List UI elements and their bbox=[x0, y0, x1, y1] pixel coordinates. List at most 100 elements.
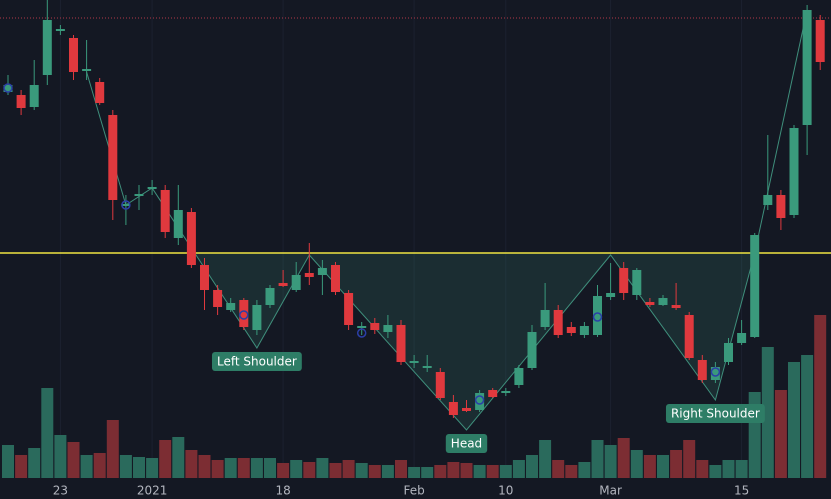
signal-marker bbox=[239, 310, 249, 320]
candle-body bbox=[606, 293, 616, 297]
candle-body bbox=[448, 402, 458, 415]
volume-bar bbox=[185, 450, 198, 478]
candle-body bbox=[69, 38, 78, 72]
candle-body bbox=[147, 187, 157, 189]
volume-bar bbox=[342, 460, 355, 478]
volume-bar bbox=[224, 458, 237, 478]
candle-body bbox=[383, 325, 393, 332]
label-text: Left Shoulder bbox=[217, 355, 297, 369]
candle-body bbox=[593, 296, 602, 335]
candle-body bbox=[200, 265, 209, 290]
candle-body bbox=[710, 367, 720, 380]
candle-body bbox=[396, 325, 406, 362]
volume-bar bbox=[93, 453, 106, 478]
candle-body bbox=[29, 85, 39, 107]
volume-bar bbox=[735, 460, 748, 478]
volume-bar bbox=[486, 465, 499, 478]
candle-body bbox=[789, 128, 799, 215]
candle-body bbox=[540, 310, 550, 327]
candle-body bbox=[42, 20, 52, 75]
candle-body bbox=[16, 95, 26, 108]
volume-bar bbox=[473, 465, 486, 478]
candle-body bbox=[331, 265, 340, 292]
candle-body bbox=[186, 212, 196, 265]
volume-bar bbox=[264, 458, 276, 478]
candle-body bbox=[317, 268, 327, 275]
signal-marker bbox=[474, 395, 485, 405]
candles bbox=[3, 0, 825, 418]
pattern-label: Left Shoulder bbox=[211, 352, 302, 371]
volume-bar bbox=[28, 448, 41, 478]
candle-body bbox=[435, 372, 445, 398]
volume-bar bbox=[709, 465, 722, 478]
candle-body bbox=[370, 323, 380, 330]
volume-bar bbox=[119, 455, 132, 478]
volume-bar bbox=[526, 455, 538, 478]
volume-bar bbox=[408, 467, 421, 478]
volume-bar bbox=[657, 455, 669, 478]
volume-bar bbox=[67, 442, 80, 478]
volume-bar bbox=[303, 462, 316, 478]
candle-body bbox=[422, 366, 432, 368]
volume-bar bbox=[15, 455, 28, 478]
volume-bar bbox=[146, 458, 159, 478]
pattern-label: Right Shoulder bbox=[665, 404, 765, 423]
candle-body bbox=[514, 368, 524, 385]
candle-body bbox=[579, 326, 589, 335]
volume-bar bbox=[801, 355, 814, 478]
candle-body bbox=[239, 300, 249, 327]
x-tick-label: Feb bbox=[403, 484, 424, 498]
volume-bar bbox=[237, 458, 250, 478]
volume-pane bbox=[2, 315, 827, 478]
x-tick-label: 10 bbox=[498, 484, 513, 498]
volume-bar bbox=[329, 463, 342, 478]
volume-bar bbox=[539, 440, 552, 478]
volume-bar bbox=[316, 458, 329, 478]
volume-bar bbox=[788, 362, 800, 478]
pattern-label: Head bbox=[445, 434, 488, 453]
volume-bar bbox=[447, 462, 460, 478]
volume-bar bbox=[106, 420, 119, 478]
volume-bar bbox=[159, 440, 172, 478]
candle-body bbox=[776, 195, 786, 218]
candle-body bbox=[697, 360, 707, 380]
candle-body bbox=[553, 310, 563, 335]
candle-body bbox=[737, 333, 747, 343]
candle-body bbox=[750, 235, 760, 337]
candle-body bbox=[357, 326, 367, 328]
candle-body bbox=[527, 332, 537, 368]
volume-bar bbox=[277, 463, 290, 478]
candle-body bbox=[724, 343, 733, 362]
candle-body bbox=[645, 302, 655, 305]
volume-bar bbox=[643, 455, 656, 478]
label-text: Right Shoulder bbox=[671, 407, 760, 421]
candle-body bbox=[409, 361, 419, 363]
overlay: 23 2021 18 Feb 10 Mar 15 Left Shoulder Head Right… bbox=[3, 83, 765, 498]
candle-body bbox=[160, 190, 170, 232]
signal-marker bbox=[3, 83, 13, 93]
volume-bar bbox=[80, 455, 93, 478]
volume-bar bbox=[434, 465, 447, 478]
x-tick-label: 15 bbox=[734, 484, 749, 498]
volume-bar bbox=[381, 465, 394, 478]
candle-body bbox=[213, 290, 223, 307]
volume-bar bbox=[722, 460, 735, 478]
volume-bar bbox=[630, 450, 643, 478]
label-text: Head bbox=[451, 437, 482, 451]
volume-bar bbox=[578, 462, 591, 478]
candle-body bbox=[278, 283, 288, 286]
volume-bar bbox=[290, 460, 303, 478]
candle-body bbox=[121, 204, 131, 206]
signal-marker bbox=[121, 200, 131, 210]
candle-body bbox=[671, 305, 681, 308]
volume-bar bbox=[250, 458, 263, 478]
candle-body bbox=[95, 82, 105, 103]
volume-bar bbox=[617, 438, 630, 478]
x-tick-label: 23 bbox=[53, 484, 68, 498]
volume-bar bbox=[670, 450, 683, 478]
volume-bar bbox=[460, 463, 473, 478]
volume-bar bbox=[499, 465, 512, 478]
x-tick-label: 2021 bbox=[137, 484, 168, 498]
